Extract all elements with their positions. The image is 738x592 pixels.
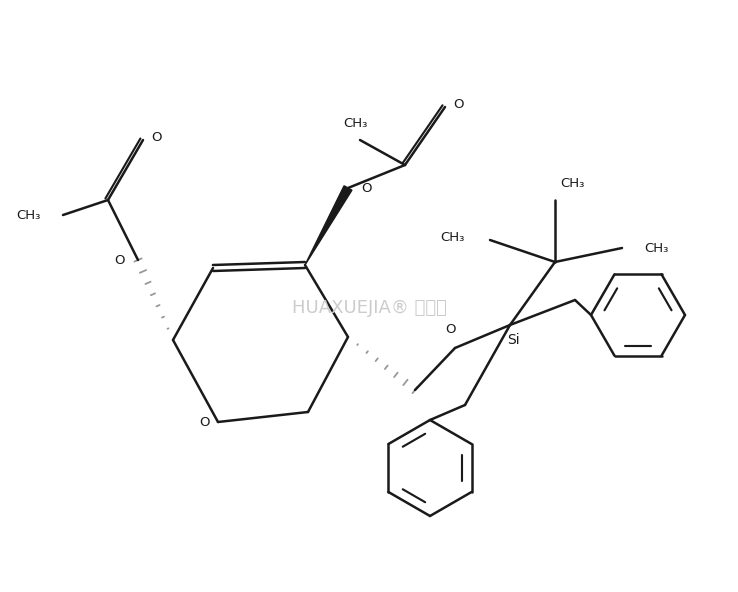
Text: O: O (453, 98, 463, 111)
Text: O: O (114, 253, 125, 266)
Text: CH₃: CH₃ (644, 242, 669, 255)
Text: CH₃: CH₃ (17, 208, 41, 221)
Text: O: O (199, 416, 210, 429)
Text: CH₃: CH₃ (441, 230, 465, 243)
Text: O: O (361, 182, 371, 195)
Text: HUAXUEJIA® 化学加: HUAXUEJIA® 化学加 (292, 299, 446, 317)
Text: CH₃: CH₃ (560, 177, 584, 190)
Polygon shape (305, 186, 352, 265)
Text: O: O (151, 130, 162, 143)
Text: Si: Si (507, 333, 520, 347)
Text: CH₃: CH₃ (343, 117, 368, 130)
Text: O: O (445, 323, 455, 336)
